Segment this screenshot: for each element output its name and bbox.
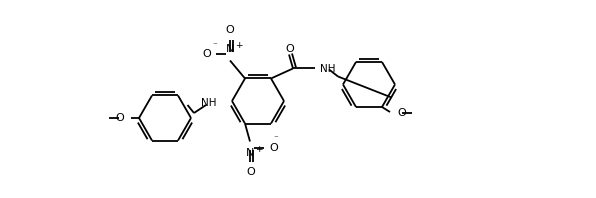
Text: NH: NH [200,98,216,108]
Text: O: O [226,26,234,35]
Text: N: N [246,148,254,158]
Text: O: O [285,45,294,54]
Text: NH: NH [320,65,336,74]
Text: O: O [202,50,211,59]
Text: O: O [269,143,278,152]
Text: ⁻: ⁻ [273,134,278,144]
Text: +: + [235,42,243,50]
Text: N: N [226,45,234,54]
Text: +: + [255,145,262,153]
Text: ⁻: ⁻ [213,42,218,50]
Text: O: O [397,108,406,118]
Text: O: O [115,113,124,123]
Text: O: O [247,167,255,176]
